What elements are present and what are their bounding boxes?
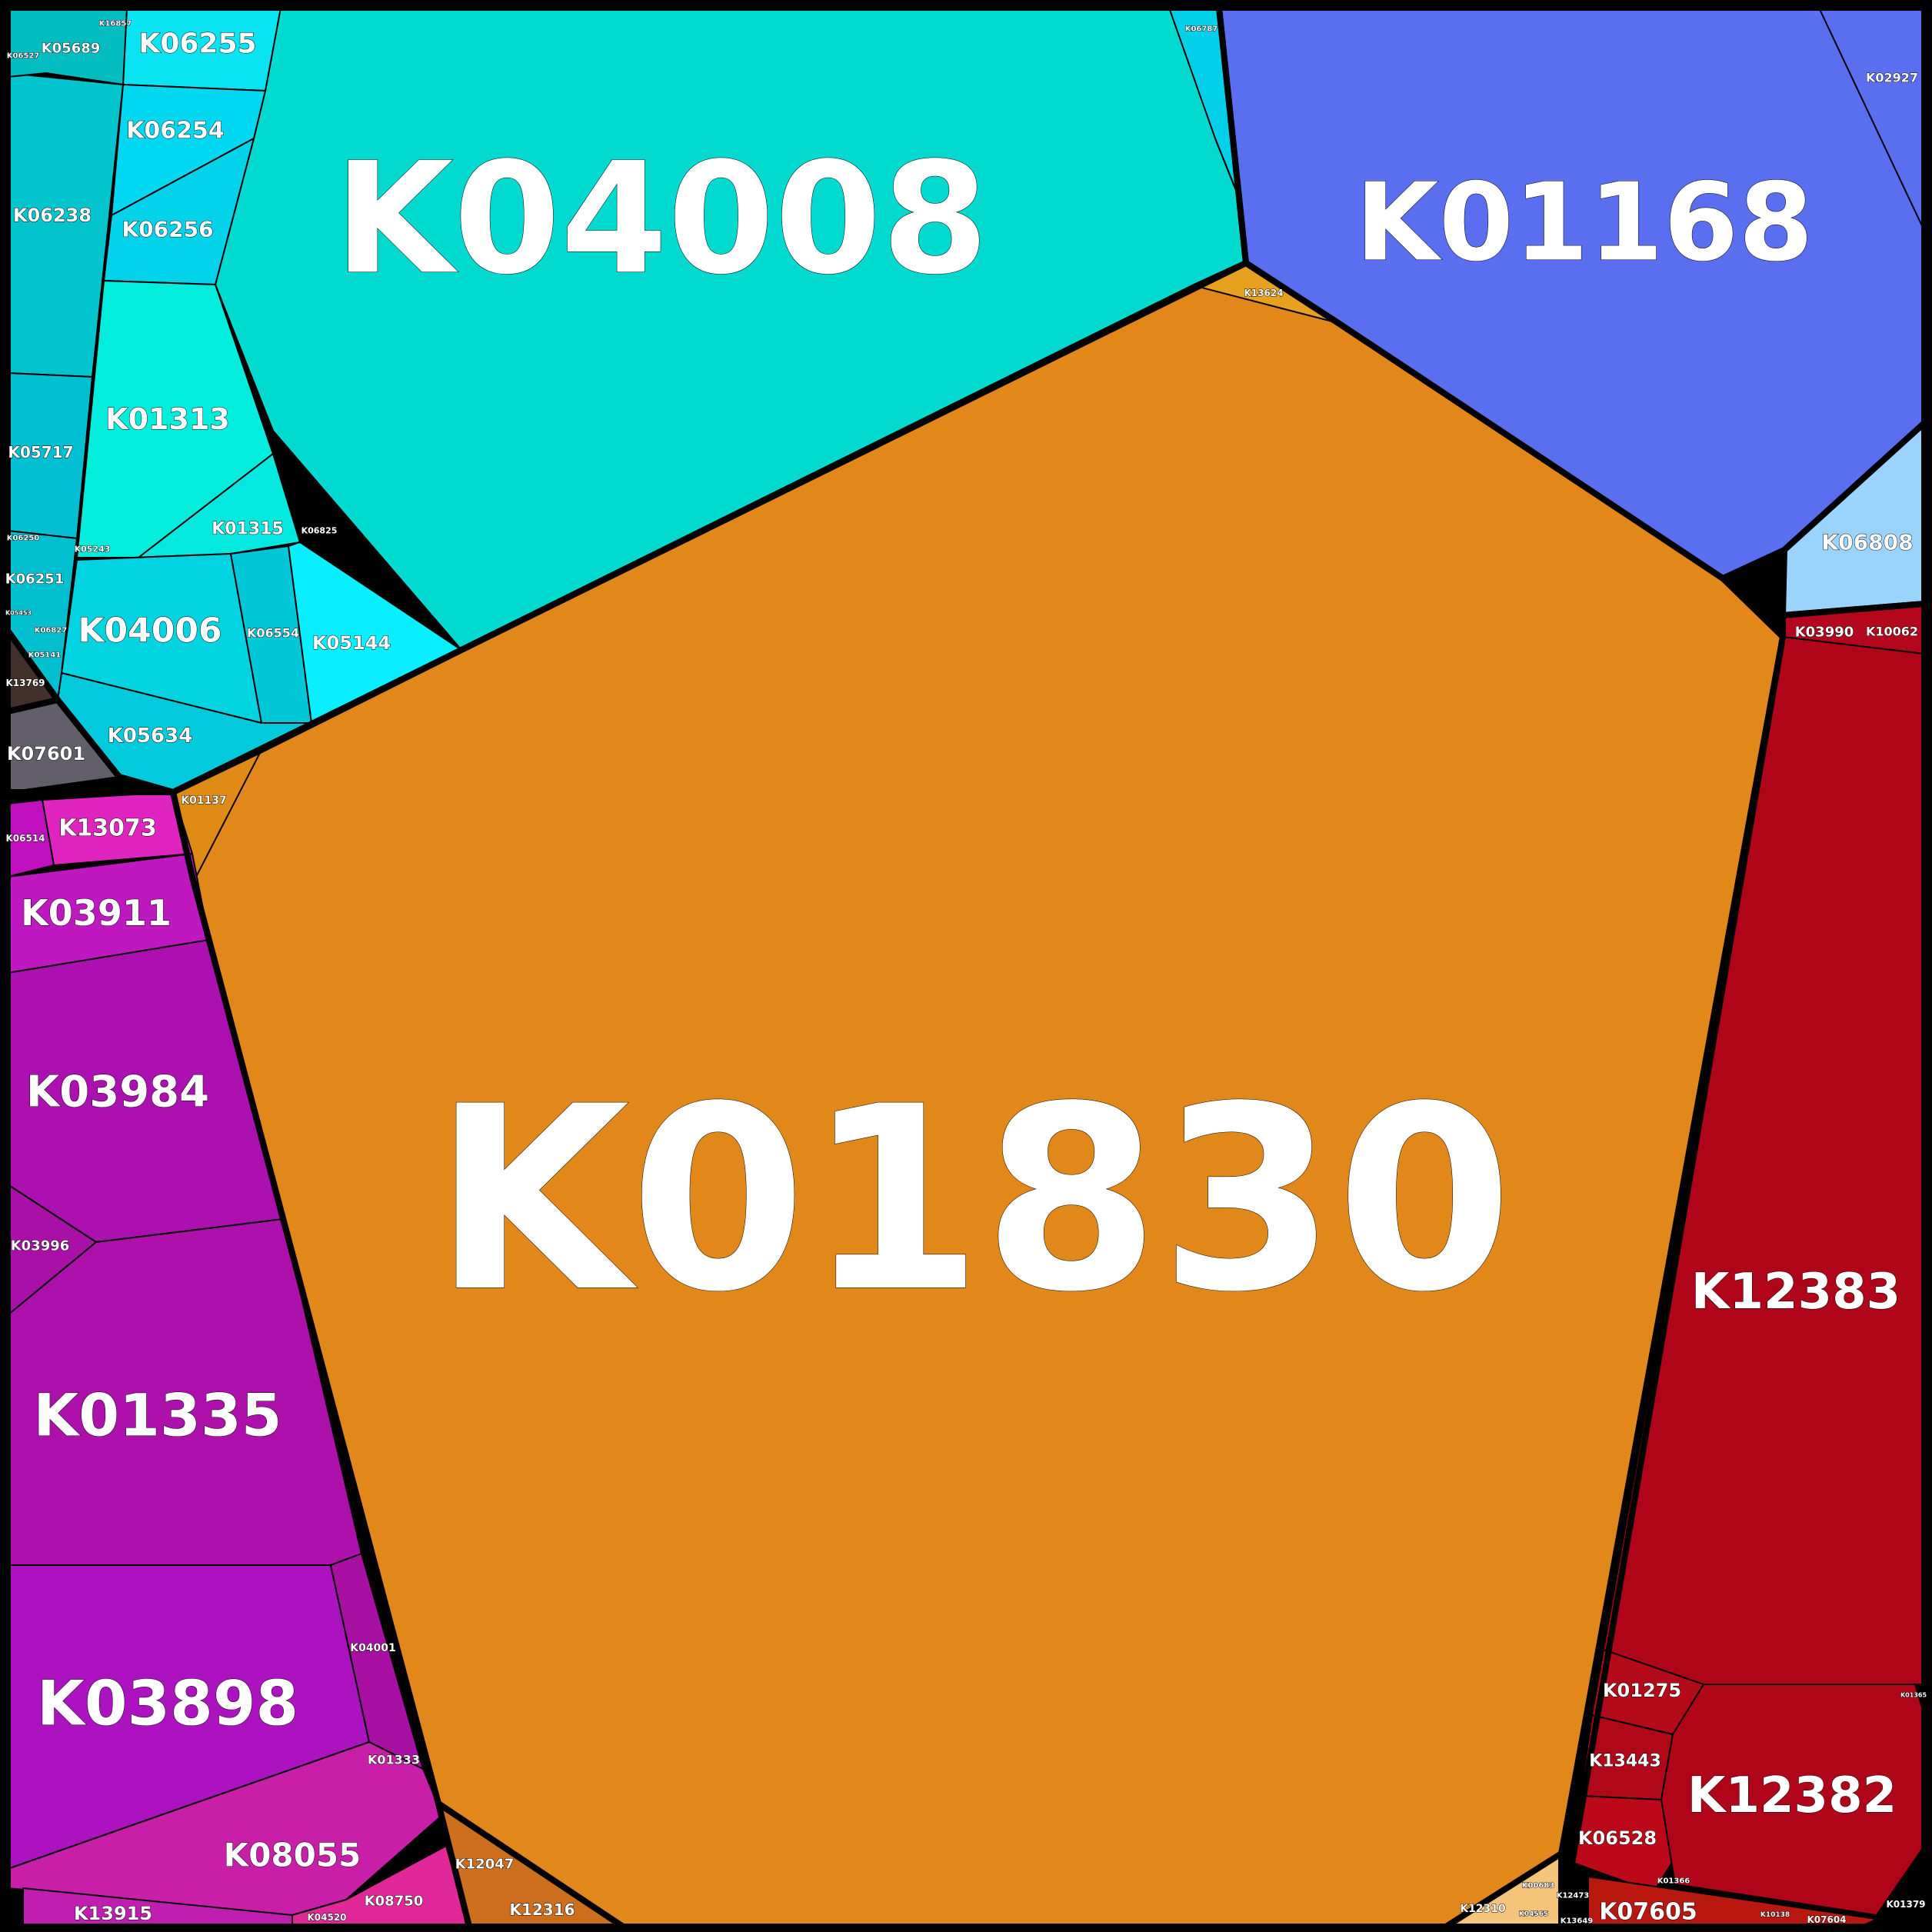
cell-label-k01313: K01313 <box>105 402 230 436</box>
cell-label-k12310: K12310 <box>1460 1903 1506 1915</box>
cell-k12382 <box>1661 1684 1925 1916</box>
cell-label-k07605: K07605 <box>1599 1899 1697 1926</box>
cell-label-k02927: K02927 <box>1866 71 1918 85</box>
cell-label-k05141: K05141 <box>28 651 62 660</box>
cell-label-k00683: K00683 <box>1522 1882 1555 1890</box>
cell-label-k01335: K01335 <box>33 1381 281 1450</box>
cell-label-k03990: K03990 <box>1795 625 1854 641</box>
cell-label-k12383: K12383 <box>1691 1264 1900 1321</box>
cell-label-k04001: K04001 <box>350 1642 396 1654</box>
cell-k06528 <box>1568 1795 1676 1893</box>
cell-label-k05243: K05243 <box>75 545 111 555</box>
cell-label-k01333: K01333 <box>368 1753 420 1767</box>
cell-label-k06250: K06250 <box>7 535 40 543</box>
cell-label-k06527: K06527 <box>7 52 40 61</box>
cell-label-k06238: K06238 <box>13 205 92 226</box>
cell-label-k03911: K03911 <box>21 892 172 934</box>
cell-label-k12047: K12047 <box>455 1857 515 1873</box>
cell-label-k05717: K05717 <box>8 443 73 461</box>
cell-label-k05689: K05689 <box>42 41 101 57</box>
cell-label-k08750: K08750 <box>365 1894 424 1910</box>
cell-label-k06514: K06514 <box>5 833 45 844</box>
cell-label-k01365: K01365 <box>1900 1692 1927 1699</box>
cell-label-k13073: K13073 <box>58 815 157 842</box>
cell-label-k05144: K05144 <box>312 632 391 654</box>
cell-label-k03898: K03898 <box>37 1668 298 1740</box>
cell-label-k07601: K07601 <box>7 743 85 764</box>
cell-label-k13915: K13915 <box>74 1903 152 1924</box>
cell-label-k16857: K16857 <box>99 20 132 28</box>
cell-label-k06808: K06808 <box>1821 530 1913 555</box>
cell-label-k06251: K06251 <box>5 571 65 588</box>
cell-label-k04565: K04565 <box>1519 1910 1548 1918</box>
cell-label-k01315: K01315 <box>212 520 284 539</box>
cell-label-k07604: K07604 <box>1807 1914 1846 1925</box>
cell-label-k13649: K13649 <box>1561 1917 1594 1926</box>
cell-label-k04008: K04008 <box>335 130 989 309</box>
cell-label-k03984: K03984 <box>26 1068 209 1118</box>
cell-label-k13624: K13624 <box>1244 288 1283 298</box>
cell-label-k12473: K12473 <box>1557 1892 1590 1900</box>
cell-label-k03996: K03996 <box>11 1238 70 1254</box>
cell-label-k05453: K05453 <box>5 610 32 617</box>
cell-divider <box>1818 7 1925 232</box>
cell-label-k06256: K06256 <box>122 217 213 242</box>
cell-label-k12316: K12316 <box>509 1900 575 1919</box>
cell-label-k04006: K04006 <box>78 611 222 651</box>
cell-label-k10062: K10062 <box>1866 625 1918 639</box>
cell-label-k13443: K13443 <box>1589 1752 1661 1771</box>
cell-label-k06254: K06254 <box>126 118 225 145</box>
cell-label-k06827: K06827 <box>35 627 68 635</box>
cell-label-k06255: K06255 <box>138 28 256 60</box>
cell-label-k01275: K01275 <box>1603 1680 1681 1701</box>
cell-label-k06554: K06554 <box>247 626 299 641</box>
cell-label-k06528: K06528 <box>1578 1827 1657 1849</box>
cell-label-k10138: K10138 <box>1760 1911 1790 1919</box>
group-border <box>5 697 176 795</box>
cells-layer <box>7 7 1925 1927</box>
cell-label-k01366: K01366 <box>1657 1877 1690 1886</box>
cell-divider <box>272 453 462 651</box>
cell-label-k01168: K01168 <box>1355 161 1814 286</box>
cell-label-k01137: K01137 <box>181 794 227 807</box>
labels-layer: K04008 K01168 K01830 K12383 K12382 K01335 K038… <box>5 19 1927 1926</box>
cell-label-k08055: K08055 <box>224 1837 361 1874</box>
cell-label-k12382: K12382 <box>1687 1767 1897 1824</box>
cell-label-k06787: K06787 <box>1185 25 1218 34</box>
cell-label-k13769: K13769 <box>5 678 45 688</box>
cell-label-k01830: K01830 <box>433 1052 1513 1347</box>
cell-label-k05634: K05634 <box>108 724 193 748</box>
cell-label-k04520: K04520 <box>307 1912 346 1923</box>
cell-label-k06825: K06825 <box>301 526 338 536</box>
cell-label-k01379: K01379 <box>1886 1899 1925 1910</box>
